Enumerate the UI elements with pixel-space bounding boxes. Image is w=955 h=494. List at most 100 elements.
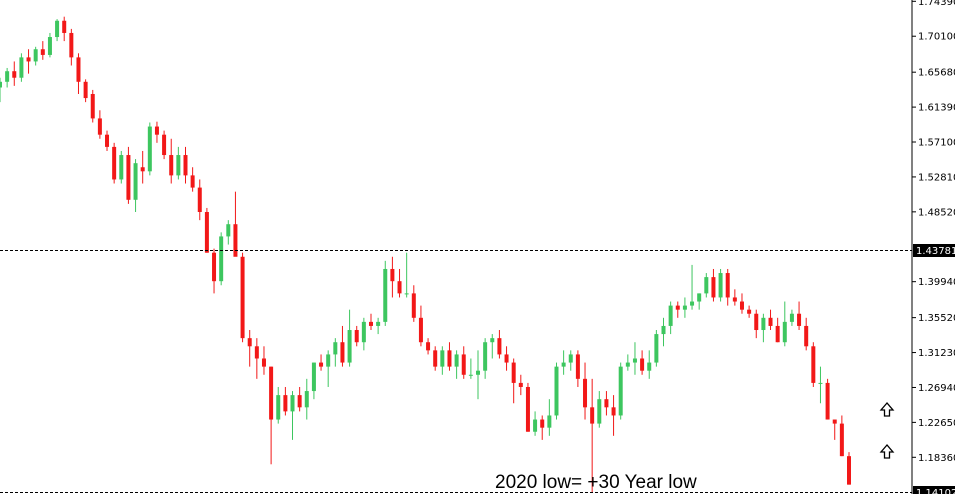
candle-body — [647, 362, 652, 371]
candle — [747, 305, 752, 318]
candle — [19, 53, 24, 82]
candle — [604, 391, 609, 416]
candle — [212, 248, 217, 294]
candle-body — [269, 366, 274, 420]
candle — [376, 317, 381, 335]
candle-body — [311, 362, 316, 392]
candle-body — [533, 419, 538, 432]
candle-body — [604, 399, 609, 408]
candle-body — [90, 93, 95, 119]
candle — [76, 53, 81, 94]
candle-body — [97, 118, 102, 135]
candle — [276, 386, 281, 424]
candle-body — [668, 305, 673, 326]
y-tick-label: 1.31230 — [918, 348, 955, 359]
candle — [290, 391, 295, 440]
candle — [832, 419, 837, 440]
y-tick-label: 1.57100 — [918, 138, 955, 149]
candle-body — [397, 281, 402, 294]
candle-body — [697, 293, 702, 302]
candle — [347, 309, 352, 367]
candle — [204, 207, 209, 253]
chart-caption: 2020 low= +30 Year low — [495, 472, 697, 493]
candle-body — [718, 273, 723, 298]
candle — [319, 354, 324, 371]
candle-body — [190, 175, 195, 188]
candle-body — [126, 155, 131, 200]
candle-body — [83, 81, 88, 99]
candle — [361, 317, 366, 351]
y-tick-label: 1.70100 — [918, 32, 955, 43]
candle — [33, 46, 38, 66]
candle-body — [704, 277, 709, 294]
candle-body — [547, 415, 552, 428]
candle-body — [297, 395, 302, 408]
candle-body — [590, 407, 595, 424]
candle — [326, 350, 331, 387]
candle-body — [654, 334, 659, 363]
candle — [354, 325, 359, 347]
candle — [126, 146, 131, 204]
candle — [219, 232, 224, 286]
candle — [433, 346, 438, 371]
candle-body — [19, 57, 24, 78]
candle-body — [319, 362, 324, 367]
candle — [468, 358, 473, 379]
up-arrow-icon — [879, 444, 895, 459]
candle-body — [347, 330, 352, 363]
candle-body — [789, 313, 794, 322]
candle-body — [618, 366, 623, 416]
candle-body — [326, 354, 331, 367]
candle — [654, 330, 659, 367]
candle — [112, 142, 117, 184]
candle-body — [797, 313, 802, 326]
candle — [718, 268, 723, 302]
candle-body — [411, 293, 416, 318]
candle-body — [768, 317, 773, 326]
candle — [183, 146, 188, 184]
level-price-box — [913, 486, 955, 494]
candle-body — [568, 354, 573, 363]
candle-body — [640, 358, 645, 371]
candle — [254, 338, 259, 379]
candle-body — [818, 382, 823, 384]
candle-body — [525, 386, 530, 432]
candles-layer — [0, 16, 851, 493]
candle — [739, 293, 744, 314]
candle-body — [33, 49, 38, 62]
candle — [704, 273, 709, 298]
candle-body — [119, 155, 124, 180]
candle-body — [183, 155, 188, 176]
candle-body — [283, 395, 288, 412]
candle — [675, 301, 680, 318]
candle — [782, 301, 787, 347]
candle — [162, 130, 167, 160]
candle — [818, 366, 823, 404]
y-tick-label: 1.22650 — [918, 418, 955, 429]
candle-body — [461, 354, 466, 375]
candle-body — [112, 146, 117, 180]
candle-body — [504, 354, 509, 363]
candle — [811, 342, 816, 387]
candle — [40, 41, 45, 60]
candle-body — [847, 456, 851, 485]
candle-body — [561, 362, 566, 367]
candle — [754, 309, 759, 339]
candle — [618, 362, 623, 420]
candle — [761, 313, 766, 343]
candle-body — [490, 338, 495, 343]
candle — [169, 138, 174, 184]
candle — [105, 130, 110, 151]
candle-body — [376, 321, 381, 326]
candle-body — [426, 342, 431, 351]
candle-body — [276, 395, 281, 420]
candle-body — [518, 382, 523, 387]
candle — [240, 252, 245, 343]
candle — [247, 330, 252, 367]
candle-body — [732, 297, 737, 302]
candle-body — [497, 338, 502, 355]
candle — [732, 289, 737, 306]
up-arrow-icon — [879, 402, 895, 417]
candle-body — [682, 305, 687, 310]
candle-body — [775, 325, 780, 343]
